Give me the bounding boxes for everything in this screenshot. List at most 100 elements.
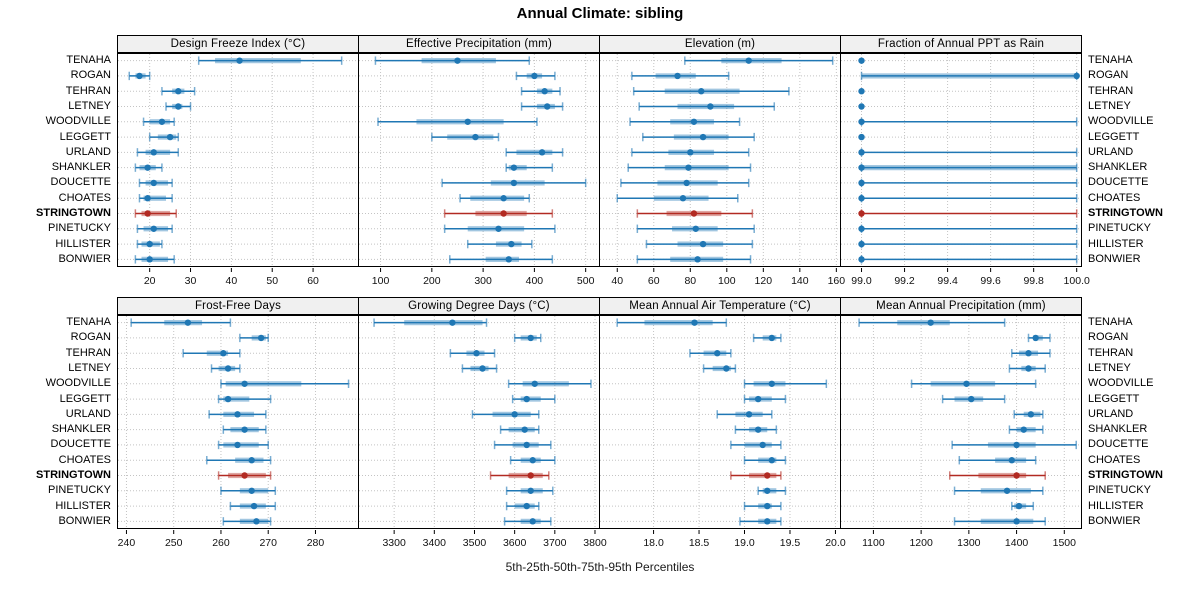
percentile-row-stringtown [949,471,1046,480]
row-label-right-tenaha: TENAHA [1088,54,1133,67]
panel-strip-1: Effective Precipitation (mm) [358,35,600,53]
percentile-row-bonwier [636,255,752,264]
percentile-row-tenaha [130,318,232,327]
percentile-row-hillister [505,501,540,511]
svg-text:20: 20 [144,275,156,287]
row-label-right-stringtown: STRINGTOWN [1088,469,1163,481]
percentile-row-doucette [217,440,269,450]
percentile-row-pinetucky [636,224,755,233]
svg-text:60: 60 [648,275,660,287]
row-label-left-urland: URLAND [65,407,111,420]
percentile-row-bonwier [953,517,1046,526]
percentile-row-stringtown [134,209,177,218]
percentile-row-pinetucky [953,486,1044,495]
percentile-row-choates [138,194,173,203]
row-label-left-tenaha: TENAHA [66,316,111,329]
row-label-right-bonwier: BONWIER [1088,514,1141,527]
percentile-row-tehran [520,87,561,96]
percentile-row-hillister [136,239,163,249]
row-label-left-pinetucky: PINETUCKY [48,222,111,235]
percentile-row-tehran [1011,349,1051,358]
percentile-row-rogan [128,71,151,81]
row-label-left-shankler: SHANKLER [51,161,111,174]
row-label-left-hillister: HILLISTER [55,499,111,512]
percentile-row-urland [716,410,773,419]
percentile-row-pinetucky [757,486,787,495]
svg-text:280: 280 [307,537,325,549]
figure-title: Annual Climate: sibling [516,5,684,22]
percentile-row-stringtown [730,471,782,480]
svg-text:30: 30 [185,275,197,287]
percentile-row-woodville [507,379,592,388]
svg-text:19.0: 19.0 [734,537,755,549]
percentile-row-doucette [620,178,750,188]
percentile-row-shankler [734,425,778,434]
svg-text:99.6: 99.6 [980,275,1001,287]
percentile-row-shankler [505,163,554,172]
percentile-row-tenaha [373,318,488,327]
percentile-row-woodville [858,117,1078,126]
percentile-row-letney [461,364,498,373]
svg-text:1100: 1100 [862,537,885,549]
percentile-row-tenaha [616,318,728,327]
percentile-row-stringtown [858,209,1078,218]
percentile-row-tenaha [374,56,531,65]
panel-strip-0: Design Freeze Index (°C) [117,35,359,53]
row-label-right-urland: URLAND [1088,407,1134,420]
row-label-right-woodville: WOODVILLE [1088,115,1154,128]
percentile-row-leggett [642,132,755,142]
panel-axis-1: 100 200 300 400 500 [372,268,595,287]
percentile-row-stringtown [443,209,554,218]
row-label-right-doucette: DOUCETTE [1088,438,1149,451]
row-label-left-hillister: HILLISTER [55,237,111,250]
row-label-right-rogan: ROGAN [1088,331,1129,344]
percentile-row-choates [743,456,787,465]
svg-text:60: 60 [307,275,319,287]
percentile-row-rogan [513,333,542,343]
row-label-left-woodville: WOODVILLE [45,377,111,390]
percentile-row-rogan [515,71,556,81]
percentile-row-doucette [951,440,1077,450]
row-label-left-tenaha: TENAHA [66,54,111,67]
panel-strip-7: Mean Annual Precipitation (mm) [840,297,1082,315]
svg-text:99.4: 99.4 [937,275,958,287]
svg-text:3700: 3700 [543,537,567,549]
percentile-row-doucette [730,440,782,450]
row-label-left-bonwier: BONWIER [58,252,111,265]
percentile-row-hillister [1011,501,1035,511]
row-label-left-leggett: LEGGETT [59,130,111,143]
percentile-row-shankler [627,163,752,172]
percentile-row-woodville [629,117,741,126]
row-label-left-doucette: DOUCETTE [50,176,112,189]
panel-strip-3: Fraction of Annual PPT as Rain [840,35,1082,53]
row-label-left-urland: URLAND [65,145,111,158]
panel-axis-5: 3300 3400 3500 3600 3700 3800 [382,530,607,549]
percentile-row-choates [616,194,739,203]
percentiles-caption: 5th-25th-50th-75th-95th Percentiles [505,560,695,574]
percentile-row-woodville [910,379,1037,388]
row-label-right-tehran: TEHRAN [1088,346,1134,359]
svg-text:40: 40 [226,275,238,287]
row-label-right-bonwier: BONWIER [1088,252,1141,265]
percentile-row-hillister [466,239,533,249]
row-label-left-doucette: DOUCETTE [50,438,112,451]
svg-text:120: 120 [755,275,773,287]
percentile-row-shankler [1008,425,1044,434]
percentile-row-leggett [431,132,500,142]
percentile-row-letney [638,102,776,111]
svg-text:270: 270 [259,537,277,549]
svg-text:100: 100 [718,275,736,287]
percentile-row-bonwier [449,255,554,264]
svg-text:240: 240 [118,537,136,549]
row-label-right-doucette: DOUCETTE [1088,176,1149,189]
svg-text:3800: 3800 [583,537,607,549]
percentile-row-tehran [449,349,496,358]
row-label-right-hillister: HILLISTER [1088,237,1144,250]
percentile-row-tehran [689,349,732,358]
percentile-row-letney [858,103,865,110]
panel-axis-2: 40 60 80 100 120 140 160 [611,268,846,287]
percentile-row-doucette [441,178,587,188]
svg-text:99.2: 99.2 [894,275,915,287]
svg-text:1300: 1300 [957,537,981,549]
svg-text:160: 160 [828,275,846,287]
